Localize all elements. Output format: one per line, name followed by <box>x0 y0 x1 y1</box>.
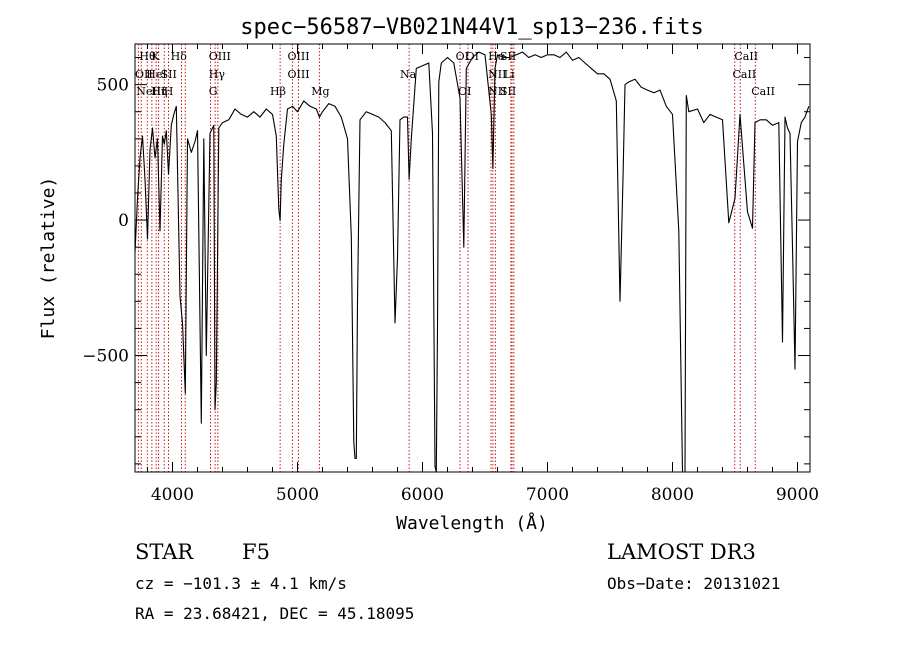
line-label-1: K <box>151 50 160 63</box>
line-label-25: OI <box>458 85 471 98</box>
line-label-3: OIII <box>209 50 231 63</box>
x-tick-label-1: 5000 <box>276 485 319 505</box>
spectral-line-markers <box>137 44 756 472</box>
chart-title: spec−56587−VB021N44V1_sp13−236.fits <box>240 15 704 40</box>
line-label-22: G <box>209 85 218 98</box>
line-label-10: OII <box>135 68 153 81</box>
line-label-26: NII <box>488 85 506 98</box>
line-label-2: Hδ <box>171 50 188 63</box>
redshift-cz: cz = −101.3 ± 4.1 km/s <box>135 574 347 593</box>
line-label-6: OI <box>466 50 479 63</box>
line-label-16: NII <box>488 68 506 81</box>
survey-name: LAMOST DR3 <box>607 540 756 564</box>
line-label-9: CaII <box>734 50 758 63</box>
y-axis-label: Flux (relative) <box>38 177 59 340</box>
object-subclass: F5 <box>242 540 270 564</box>
x-tick-label-0: 4000 <box>151 485 194 505</box>
line-label-0: Hθ <box>139 50 156 63</box>
y-tick-label-1: 0 <box>118 211 129 231</box>
line-label-24: Mg <box>311 85 329 98</box>
plot-frame <box>134 43 811 473</box>
x-axis-ticks: 4000 5000 6000 7000 8000 9000 <box>147 44 819 505</box>
y-tick-label-2: 500 <box>97 76 129 96</box>
line-label-19: NeIII <box>136 85 165 98</box>
line-label-17: Li <box>504 68 515 81</box>
x-tick-label-3: 7000 <box>526 485 569 505</box>
line-label-21: H <box>164 85 174 98</box>
line-label-12: SII <box>161 68 177 81</box>
x-tick-label-2: 6000 <box>401 485 444 505</box>
line-label-11: HeI <box>146 68 166 81</box>
y-axis-ticks: −500 0 500 <box>82 57 810 465</box>
line-label-27: SII <box>500 85 516 98</box>
object-class: STAR <box>135 540 194 564</box>
line-label-4: OIII <box>288 50 310 63</box>
x-axis-label: Wavelength (Å) <box>396 512 548 534</box>
spectrum-line <box>134 51 810 473</box>
line-label-20: Hη <box>151 85 167 98</box>
line-label-13: Hγ <box>209 68 226 81</box>
observation-date: Obs−Date: 20131021 <box>607 574 781 593</box>
x-tick-label-4: 8000 <box>651 485 694 505</box>
line-label-28: CaII <box>751 85 775 98</box>
line-label-18: CaII <box>733 68 757 81</box>
line-label-5: OI <box>456 50 469 63</box>
coordinates: RA = 23.68421, DEC = 45.18095 <box>135 604 415 623</box>
x-tick-label-5: 9000 <box>776 485 819 505</box>
y-tick-label-0: −500 <box>82 347 129 367</box>
line-label-23: Hβ <box>270 85 286 98</box>
line-label-15: Na <box>400 68 417 81</box>
line-label-8: SII <box>500 50 516 63</box>
line-label-14: OIII <box>288 68 310 81</box>
